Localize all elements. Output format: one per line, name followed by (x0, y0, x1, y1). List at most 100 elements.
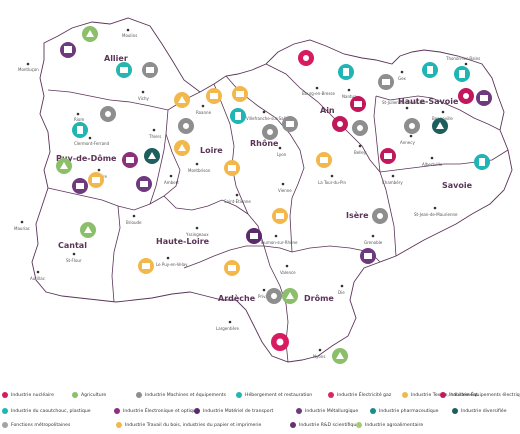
legend-label: Agriculture (81, 392, 107, 398)
marker-diversified-icon[interactable] (144, 148, 160, 164)
city-label-riom: Riom (74, 117, 84, 122)
city-dot (278, 146, 282, 150)
marker-machines-icon[interactable] (100, 106, 116, 122)
city-label-le-puy: Le Puy-en-Velay (156, 262, 188, 267)
dept-label-allier: Allier (104, 54, 128, 63)
legend-swatch-icon (402, 392, 408, 398)
marker-rubber-plastic-icon[interactable] (72, 122, 88, 138)
marker-rubber-plastic-icon[interactable] (422, 62, 438, 78)
region-map: Allier Puy-de-Dôme Loire Rhône Ain Haute… (14, 17, 513, 364)
marker-metallurgy-icon[interactable] (72, 178, 88, 194)
marker-electric-equipment-icon[interactable] (350, 96, 366, 112)
legend-label: Industrie Équipements électriques (449, 392, 520, 398)
city-dot (405, 106, 409, 110)
city-dot (430, 156, 434, 160)
city-label-nantua: Nantua (342, 94, 357, 99)
marker-electric-equipment-icon[interactable] (380, 148, 396, 164)
dept-label-ardeche: Ardèche (218, 293, 256, 303)
city-label-bourg: Bourg-en-Bresse (302, 91, 336, 96)
city-dots (20, 28, 468, 352)
marker-textile-icon[interactable] (272, 208, 288, 224)
marker-rubber-plastic-icon[interactable] (230, 108, 246, 124)
marker-diversified-icon[interactable] (432, 118, 448, 134)
marker-rubber-plastic-icon[interactable] (474, 154, 490, 170)
dept-label-ain: Ain (320, 106, 335, 115)
city-dot (464, 62, 468, 66)
marker-agriculture-icon[interactable] (56, 158, 72, 174)
legend-swatch-icon (290, 422, 296, 428)
marker-hospitality-icon[interactable] (116, 62, 132, 78)
marker-electric-equipment-icon[interactable] (332, 116, 348, 132)
city-label-annecy: Annecy (400, 140, 415, 145)
legend-item: Industrie Métallurgique (296, 408, 358, 414)
city-label-yssingeaux: Yssingeaux (185, 232, 209, 237)
marker-metallurgy-icon[interactable] (60, 42, 76, 58)
city-label-montlucon: Montluçon (18, 67, 39, 72)
marker-transport-icon[interactable] (246, 228, 262, 244)
city-label-brioude: Brioude (126, 220, 142, 225)
marker-machines-icon[interactable] (378, 74, 394, 90)
marker-textile-icon[interactable] (224, 160, 240, 176)
marker-machines-icon[interactable] (142, 62, 158, 78)
city-dot (433, 206, 437, 210)
marker-machines-icon[interactable] (282, 116, 298, 132)
city-dot (409, 134, 413, 138)
marker-electric-equipment-icon[interactable] (458, 88, 474, 104)
city-dot (169, 174, 173, 178)
marker-machines-icon[interactable] (372, 208, 388, 224)
marker-agriculture-icon[interactable] (80, 222, 96, 238)
city-label-grenoble: Grenoble (364, 240, 383, 245)
marker-machines-icon[interactable] (404, 118, 420, 134)
marker-metallurgy-icon[interactable] (360, 248, 376, 264)
legend-swatch-icon (116, 422, 122, 428)
legend-item: Industrie Matériel de transport (194, 408, 273, 414)
marker-agriculture-icon[interactable] (332, 348, 348, 364)
legend-label: Industrie pharmaceutique (379, 408, 439, 414)
marker-machines-icon[interactable] (178, 118, 194, 134)
marker-nuclear-icon[interactable] (298, 50, 314, 66)
marker-textile-icon[interactable] (232, 86, 248, 102)
city-dot (441, 110, 445, 114)
marker-machines-icon[interactable] (266, 288, 282, 304)
marker-nuclear-icon[interactable] (271, 333, 289, 351)
marker-textile-icon[interactable] (316, 152, 332, 168)
city-dot (262, 110, 266, 114)
legend-label: Industrie R&D scientifique (299, 422, 360, 428)
dept-label-drome: Drôme (304, 293, 334, 303)
city-dot (126, 28, 130, 32)
legend-item: Industrie Équipements électriques (440, 392, 520, 398)
city-label-vienne: Vienne (278, 188, 292, 193)
city-label-st-jean: St-Jean-de-Maurienne (414, 212, 458, 217)
marker-agriculture-icon[interactable] (82, 26, 98, 42)
legend-label: Industrie Métallurgique (305, 408, 359, 414)
legend-label: Industrie nucléaire (11, 392, 54, 398)
legend-label: Fonctions métropolitaines (11, 422, 71, 428)
legend-item: Hébergement et restauration (236, 392, 312, 398)
city-dot (88, 136, 92, 140)
marker-machines-icon[interactable] (262, 124, 278, 140)
city-label-chambery: Chambéry (382, 180, 403, 185)
marker-textile-icon[interactable] (138, 258, 154, 274)
marker-textile-icon[interactable] (174, 140, 190, 156)
marker-rubber-plastic-icon[interactable] (338, 64, 354, 80)
marker-electronics-icon[interactable] (122, 152, 138, 168)
city-label-privas: Privas (258, 294, 270, 299)
legend-item: Agriculture (72, 392, 106, 398)
marker-metallurgy-icon[interactable] (476, 90, 492, 106)
marker-textile-icon[interactable] (224, 260, 240, 276)
city-dot (347, 88, 351, 92)
marker-rubber-plastic-icon[interactable] (454, 66, 470, 82)
marker-machines-icon[interactable] (352, 120, 368, 136)
dept-label-cantal: Cantal (58, 241, 87, 250)
marker-metallurgy-icon[interactable] (136, 176, 152, 192)
legend-swatch-icon (2, 422, 8, 428)
marker-textile-icon[interactable] (88, 172, 104, 188)
marker-textile-icon[interactable] (174, 92, 190, 108)
legend-item: Industrie Électricité gaz (328, 392, 391, 398)
city-label-albertville: Albertville (422, 162, 443, 167)
marker-textile-icon[interactable] (206, 88, 222, 104)
legend-label: Industrie Électronique et optique (123, 408, 199, 414)
legend-label: Industrie du caoutchouc, plastique (11, 408, 91, 414)
marker-agriculture-icon[interactable] (282, 288, 298, 304)
legend-label: Industrie Matériel de transport (203, 408, 274, 414)
